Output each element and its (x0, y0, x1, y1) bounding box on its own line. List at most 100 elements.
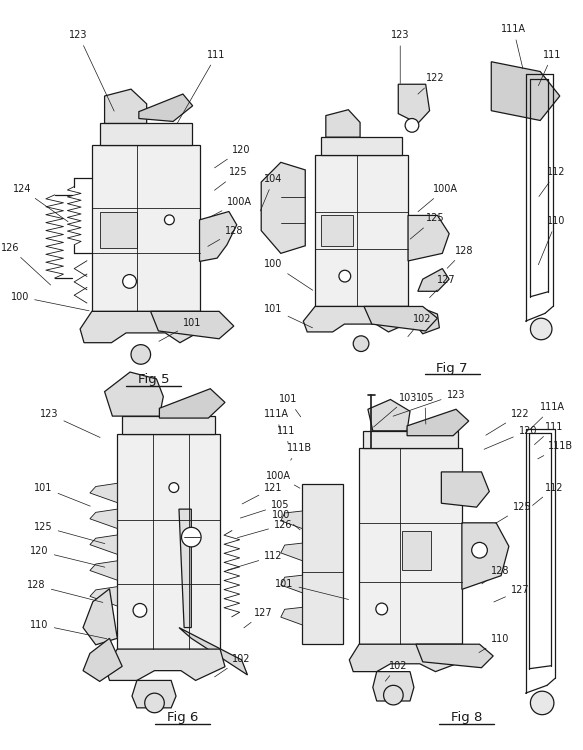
Text: Fig 6: Fig 6 (167, 711, 199, 724)
Text: 126: 126 (237, 520, 293, 538)
Text: 100: 100 (272, 510, 300, 530)
Text: 128: 128 (27, 580, 103, 602)
Text: 127: 127 (244, 608, 273, 628)
Polygon shape (408, 215, 449, 261)
Text: 123: 123 (40, 410, 100, 437)
Bar (363, 430, 458, 448)
Polygon shape (281, 543, 303, 561)
Circle shape (122, 274, 136, 288)
Circle shape (472, 542, 487, 558)
Text: 128: 128 (208, 226, 244, 246)
Polygon shape (90, 509, 117, 529)
Text: 125: 125 (215, 167, 248, 190)
Text: 112: 112 (227, 551, 283, 570)
Text: Fig 8: Fig 8 (451, 711, 483, 724)
Polygon shape (315, 154, 408, 307)
Polygon shape (80, 311, 205, 343)
Polygon shape (491, 62, 560, 121)
Text: 101: 101 (279, 394, 301, 417)
Polygon shape (303, 307, 413, 332)
Polygon shape (441, 472, 489, 507)
Text: 111: 111 (539, 50, 561, 86)
Circle shape (531, 692, 554, 715)
Text: 111A: 111A (501, 25, 526, 69)
Polygon shape (373, 671, 414, 701)
Text: 111B: 111B (287, 443, 312, 460)
Text: 102: 102 (385, 661, 407, 681)
Text: 112: 112 (539, 167, 566, 196)
Polygon shape (150, 311, 234, 339)
Polygon shape (104, 89, 147, 124)
Text: 111A: 111A (264, 410, 289, 431)
Circle shape (405, 118, 419, 132)
Polygon shape (139, 94, 193, 122)
Polygon shape (92, 145, 199, 311)
Text: 120: 120 (484, 426, 537, 449)
Text: 125: 125 (496, 503, 532, 524)
Text: 100A: 100A (210, 196, 252, 217)
Polygon shape (117, 433, 220, 649)
Text: 127: 127 (430, 275, 456, 298)
Text: 111: 111 (535, 422, 564, 445)
Polygon shape (179, 628, 248, 675)
Polygon shape (90, 586, 117, 606)
Circle shape (133, 604, 147, 617)
Text: 101: 101 (34, 482, 90, 506)
Circle shape (384, 686, 403, 705)
Circle shape (164, 215, 174, 225)
Text: 125: 125 (34, 522, 105, 544)
Bar (100, 211, 138, 248)
Text: 123: 123 (69, 30, 114, 111)
Text: 120: 120 (215, 145, 250, 168)
Text: 121: 121 (242, 482, 283, 504)
Polygon shape (261, 162, 305, 254)
Polygon shape (418, 268, 449, 291)
Text: 128: 128 (447, 246, 473, 268)
Polygon shape (462, 523, 509, 590)
Polygon shape (90, 483, 117, 502)
Text: 110: 110 (538, 216, 566, 265)
Polygon shape (104, 372, 163, 416)
Polygon shape (199, 211, 237, 262)
Polygon shape (281, 608, 303, 625)
Bar (402, 531, 431, 570)
Text: 105: 105 (416, 392, 434, 424)
Polygon shape (416, 644, 493, 668)
Text: 122: 122 (418, 74, 444, 94)
Text: 120: 120 (30, 546, 105, 567)
Polygon shape (90, 535, 117, 554)
Polygon shape (83, 589, 117, 645)
Polygon shape (413, 307, 440, 334)
Polygon shape (359, 448, 462, 644)
Text: 110: 110 (479, 634, 510, 652)
Polygon shape (407, 410, 469, 436)
Bar (100, 124, 192, 145)
Text: 125: 125 (410, 213, 444, 239)
Text: 104: 104 (261, 174, 283, 211)
Text: 123: 123 (391, 30, 409, 83)
Bar (122, 416, 215, 434)
Text: 111A: 111A (531, 402, 565, 429)
Text: 100: 100 (11, 292, 89, 310)
Polygon shape (326, 110, 360, 137)
Polygon shape (106, 649, 225, 680)
Text: 122: 122 (486, 410, 529, 435)
Circle shape (145, 693, 164, 712)
Circle shape (353, 336, 369, 352)
Polygon shape (349, 644, 467, 671)
Text: 100: 100 (264, 260, 312, 290)
Text: 111: 111 (277, 426, 295, 444)
Polygon shape (83, 638, 122, 682)
Circle shape (376, 603, 388, 615)
Bar (321, 137, 402, 154)
Circle shape (181, 527, 201, 547)
Polygon shape (368, 400, 410, 430)
Polygon shape (364, 307, 437, 331)
Text: 128: 128 (482, 566, 510, 584)
Circle shape (531, 318, 552, 340)
Bar (303, 484, 343, 644)
Text: 100A: 100A (266, 471, 300, 488)
Text: 101: 101 (264, 304, 312, 328)
Text: 100A: 100A (418, 184, 458, 211)
Polygon shape (159, 388, 225, 418)
